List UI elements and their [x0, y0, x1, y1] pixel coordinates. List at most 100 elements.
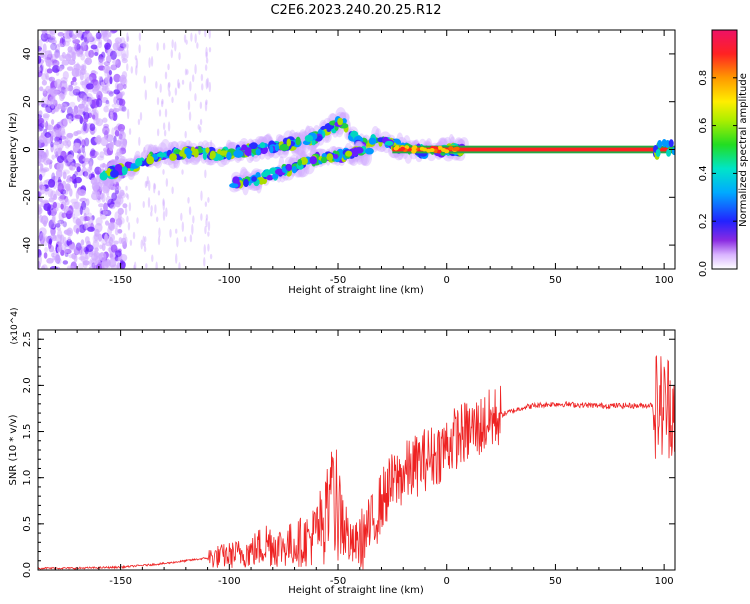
- noise-blob: [133, 261, 137, 269]
- noise-blob: [168, 90, 171, 97]
- signal-core: [345, 150, 353, 157]
- signal-core: [419, 146, 425, 151]
- signal-core: [286, 163, 292, 172]
- noise-blob: [51, 172, 56, 182]
- noise-blob: [60, 203, 64, 210]
- noise-blob: [200, 73, 204, 82]
- noise-blob: [64, 37, 72, 43]
- signal-core: [394, 145, 400, 150]
- noise-blob: [181, 221, 185, 233]
- signal-core: [219, 150, 229, 156]
- noise-blob: [126, 215, 129, 223]
- y-tick-label: 1.0: [22, 470, 33, 486]
- noise-blob: [74, 176, 82, 184]
- noise-blob: [188, 111, 192, 121]
- noise-blob: [121, 53, 128, 61]
- noise-blob: [82, 121, 87, 132]
- noise-blob: [174, 41, 177, 52]
- signal-core: [156, 152, 167, 158]
- noise-blob: [114, 129, 120, 137]
- noise-blob: [104, 220, 110, 226]
- noise-blob: [38, 174, 43, 181]
- noise-blob: [38, 146, 42, 156]
- noise-blob: [46, 124, 54, 131]
- noise-blob: [46, 257, 54, 264]
- noise-blob: [91, 182, 100, 192]
- noise-blob: [73, 208, 81, 217]
- noise-blob: [122, 83, 127, 90]
- noise-blob: [121, 91, 125, 96]
- colorbar-tick-label: 0.4: [698, 165, 709, 181]
- noise-blob: [144, 89, 148, 101]
- noise-blob: [162, 199, 165, 211]
- noise-blob: [167, 82, 170, 92]
- signal-core: [341, 118, 347, 124]
- signal-core: [192, 148, 199, 157]
- signal-core: [169, 153, 177, 161]
- x-tick-label: -150: [109, 576, 132, 587]
- noise-blob: [93, 51, 99, 57]
- noise-blob: [143, 242, 146, 248]
- noise-blob: [38, 255, 42, 265]
- noise-blob: [109, 50, 117, 60]
- signal-core: [279, 143, 290, 151]
- noise-blob: [110, 244, 118, 253]
- x-tick-label: 0: [444, 576, 450, 587]
- noise-blob: [83, 36, 88, 43]
- noise-blob: [98, 58, 104, 67]
- noise-blob: [88, 216, 94, 226]
- noise-blob: [47, 204, 55, 211]
- noise-blob: [148, 57, 151, 68]
- noise-blob: [83, 107, 92, 113]
- noise-blob: [61, 212, 67, 219]
- noise-blob: [40, 201, 45, 208]
- noise-blob: [48, 209, 52, 216]
- noise-blob: [196, 42, 199, 49]
- noise-blob: [189, 234, 193, 243]
- noise-blob: [103, 105, 109, 113]
- noise-blob: [41, 264, 48, 269]
- noise-blob: [88, 259, 93, 268]
- noise-blob: [82, 157, 91, 163]
- noise-blob: [38, 206, 43, 215]
- noise-blob: [181, 169, 184, 175]
- noise-blob: [138, 44, 141, 54]
- noise-blob: [101, 192, 106, 203]
- noise-blob: [53, 148, 62, 157]
- signal-core: [337, 117, 344, 126]
- noise-blob: [95, 134, 102, 145]
- noise-blob: [83, 59, 89, 64]
- noise-blob: [108, 221, 115, 232]
- signal-core: [229, 182, 239, 189]
- noise-blob: [38, 126, 43, 132]
- noise-blob: [171, 96, 174, 104]
- noise-blob: [83, 43, 87, 51]
- x-tick-label: -100: [218, 576, 241, 587]
- noise-blob: [194, 64, 197, 75]
- noise-blob: [175, 228, 178, 234]
- noise-blob: [125, 185, 128, 191]
- noise-blob: [183, 34, 187, 43]
- noise-blob: [51, 119, 55, 126]
- noise-blob: [38, 49, 44, 56]
- noise-blob: [207, 196, 210, 203]
- noise-blob: [177, 82, 181, 89]
- noise-blob: [184, 68, 188, 76]
- noise-blob: [64, 252, 69, 258]
- noise-blob: [73, 254, 78, 263]
- noise-blob: [99, 60, 104, 65]
- noise-blob: [84, 169, 92, 179]
- signal-core: [437, 145, 443, 150]
- noise-blob: [38, 209, 42, 219]
- noise-blob: [161, 98, 164, 105]
- noise-blob: [89, 123, 96, 131]
- noise-blob: [135, 65, 138, 76]
- noise-blob: [105, 99, 110, 105]
- noise-blob: [51, 176, 58, 181]
- signal-core: [251, 176, 257, 182]
- noise-blob: [63, 229, 72, 235]
- noise-blob: [73, 163, 81, 168]
- noise-blob: [41, 73, 47, 81]
- noise-blob: [156, 96, 160, 106]
